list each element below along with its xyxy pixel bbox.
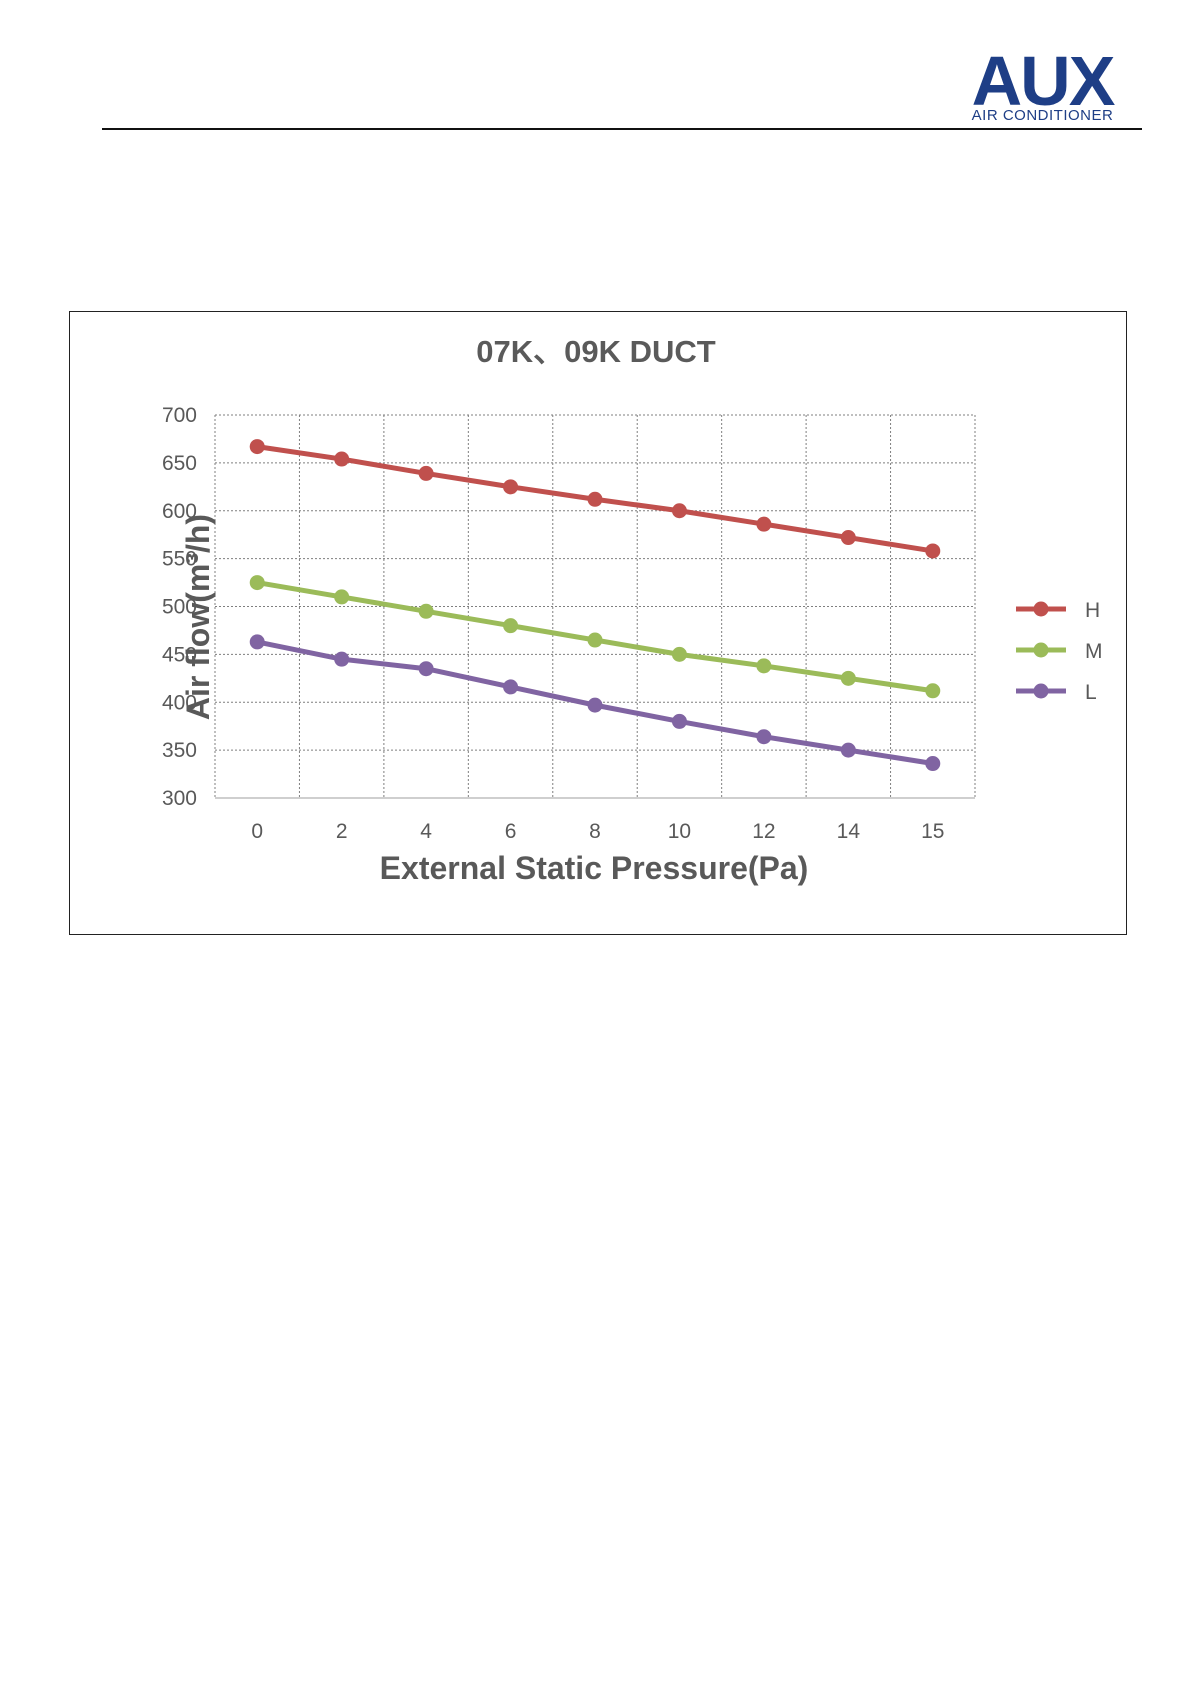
data-point — [840, 742, 856, 758]
data-point — [587, 632, 603, 648]
x-tick-label: 10 — [668, 820, 691, 843]
x-axis-ticks: 0 2 4 6 8 10 12 14 15 — [251, 820, 944, 843]
y-tick-label: 600 — [162, 500, 197, 523]
data-point — [249, 439, 265, 455]
x-tick-label: 4 — [420, 820, 432, 843]
plot-grid — [214, 414, 976, 799]
data-point — [756, 658, 772, 674]
aux-logo: AUX AIR CONDITIONER — [945, 42, 1140, 126]
y-tick-label: 350 — [162, 739, 197, 762]
legend-swatch-marker — [1033, 642, 1049, 658]
header-rule — [102, 128, 1142, 130]
series-H — [249, 439, 941, 559]
legend-swatch-marker — [1033, 601, 1049, 617]
y-tick-label: 500 — [162, 596, 197, 619]
x-tick-label: 8 — [589, 820, 601, 843]
data-point — [334, 451, 350, 467]
airflow-chart: 07K、09K DUCT 700 650 600 550 500 450 400 350 300… — [162, 334, 1103, 886]
data-point — [334, 589, 350, 605]
y-tick-label: 450 — [162, 643, 197, 666]
logo-sub-text: AIR CONDITIONER — [971, 107, 1114, 124]
data-point — [671, 713, 687, 729]
data-point — [756, 729, 772, 745]
series-M — [249, 575, 941, 699]
data-point — [925, 756, 941, 772]
y-tick-label: 700 — [162, 404, 197, 427]
x-tick-label: 14 — [837, 820, 861, 843]
y-tick-label: 400 — [162, 691, 197, 714]
data-point — [671, 503, 687, 519]
legend-item: M — [1016, 640, 1103, 663]
y-tick-label: 300 — [162, 787, 197, 810]
legend-label: H — [1085, 599, 1100, 622]
data-point — [503, 679, 519, 695]
x-tick-label: 0 — [251, 820, 263, 843]
data-point — [671, 646, 687, 662]
legend-label: M — [1085, 640, 1103, 663]
data-point — [756, 516, 772, 532]
series-group — [249, 439, 941, 772]
chart-title: 07K、09K DUCT — [476, 334, 716, 369]
chart-frame: 07K、09K DUCT 700 650 600 550 500 450 400 350 300… — [69, 311, 1127, 935]
series-L — [249, 634, 941, 772]
data-point — [925, 543, 941, 559]
data-point — [249, 575, 265, 591]
data-point — [503, 618, 519, 634]
x-tick-label: 15 — [921, 820, 944, 843]
data-point — [249, 634, 265, 650]
data-point — [587, 697, 603, 713]
x-tick-label: 6 — [505, 820, 517, 843]
x-axis-label: External Static Pressure(Pa) — [380, 850, 809, 886]
legend-label: L — [1085, 681, 1097, 704]
logo-main-text: AUX — [971, 42, 1116, 120]
data-point — [418, 603, 434, 619]
legend-item: H — [1016, 599, 1100, 622]
data-point — [587, 491, 603, 507]
data-point — [334, 651, 350, 667]
data-point — [418, 661, 434, 677]
y-tick-label: 550 — [162, 548, 197, 571]
y-axis-label: Air flow(m³/h) — [180, 514, 216, 720]
legend-item: L — [1016, 681, 1097, 704]
x-tick-label: 2 — [336, 820, 348, 843]
legend-swatch-marker — [1033, 683, 1049, 699]
data-point — [418, 465, 434, 481]
legend: HML — [1016, 599, 1103, 704]
y-axis-ticks: 700 650 600 550 500 450 400 350 300 — [162, 404, 197, 810]
data-point — [840, 670, 856, 686]
data-point — [503, 479, 519, 495]
data-point — [925, 683, 941, 699]
data-point — [840, 530, 856, 546]
y-tick-label: 650 — [162, 452, 197, 475]
x-tick-label: 12 — [752, 820, 775, 843]
